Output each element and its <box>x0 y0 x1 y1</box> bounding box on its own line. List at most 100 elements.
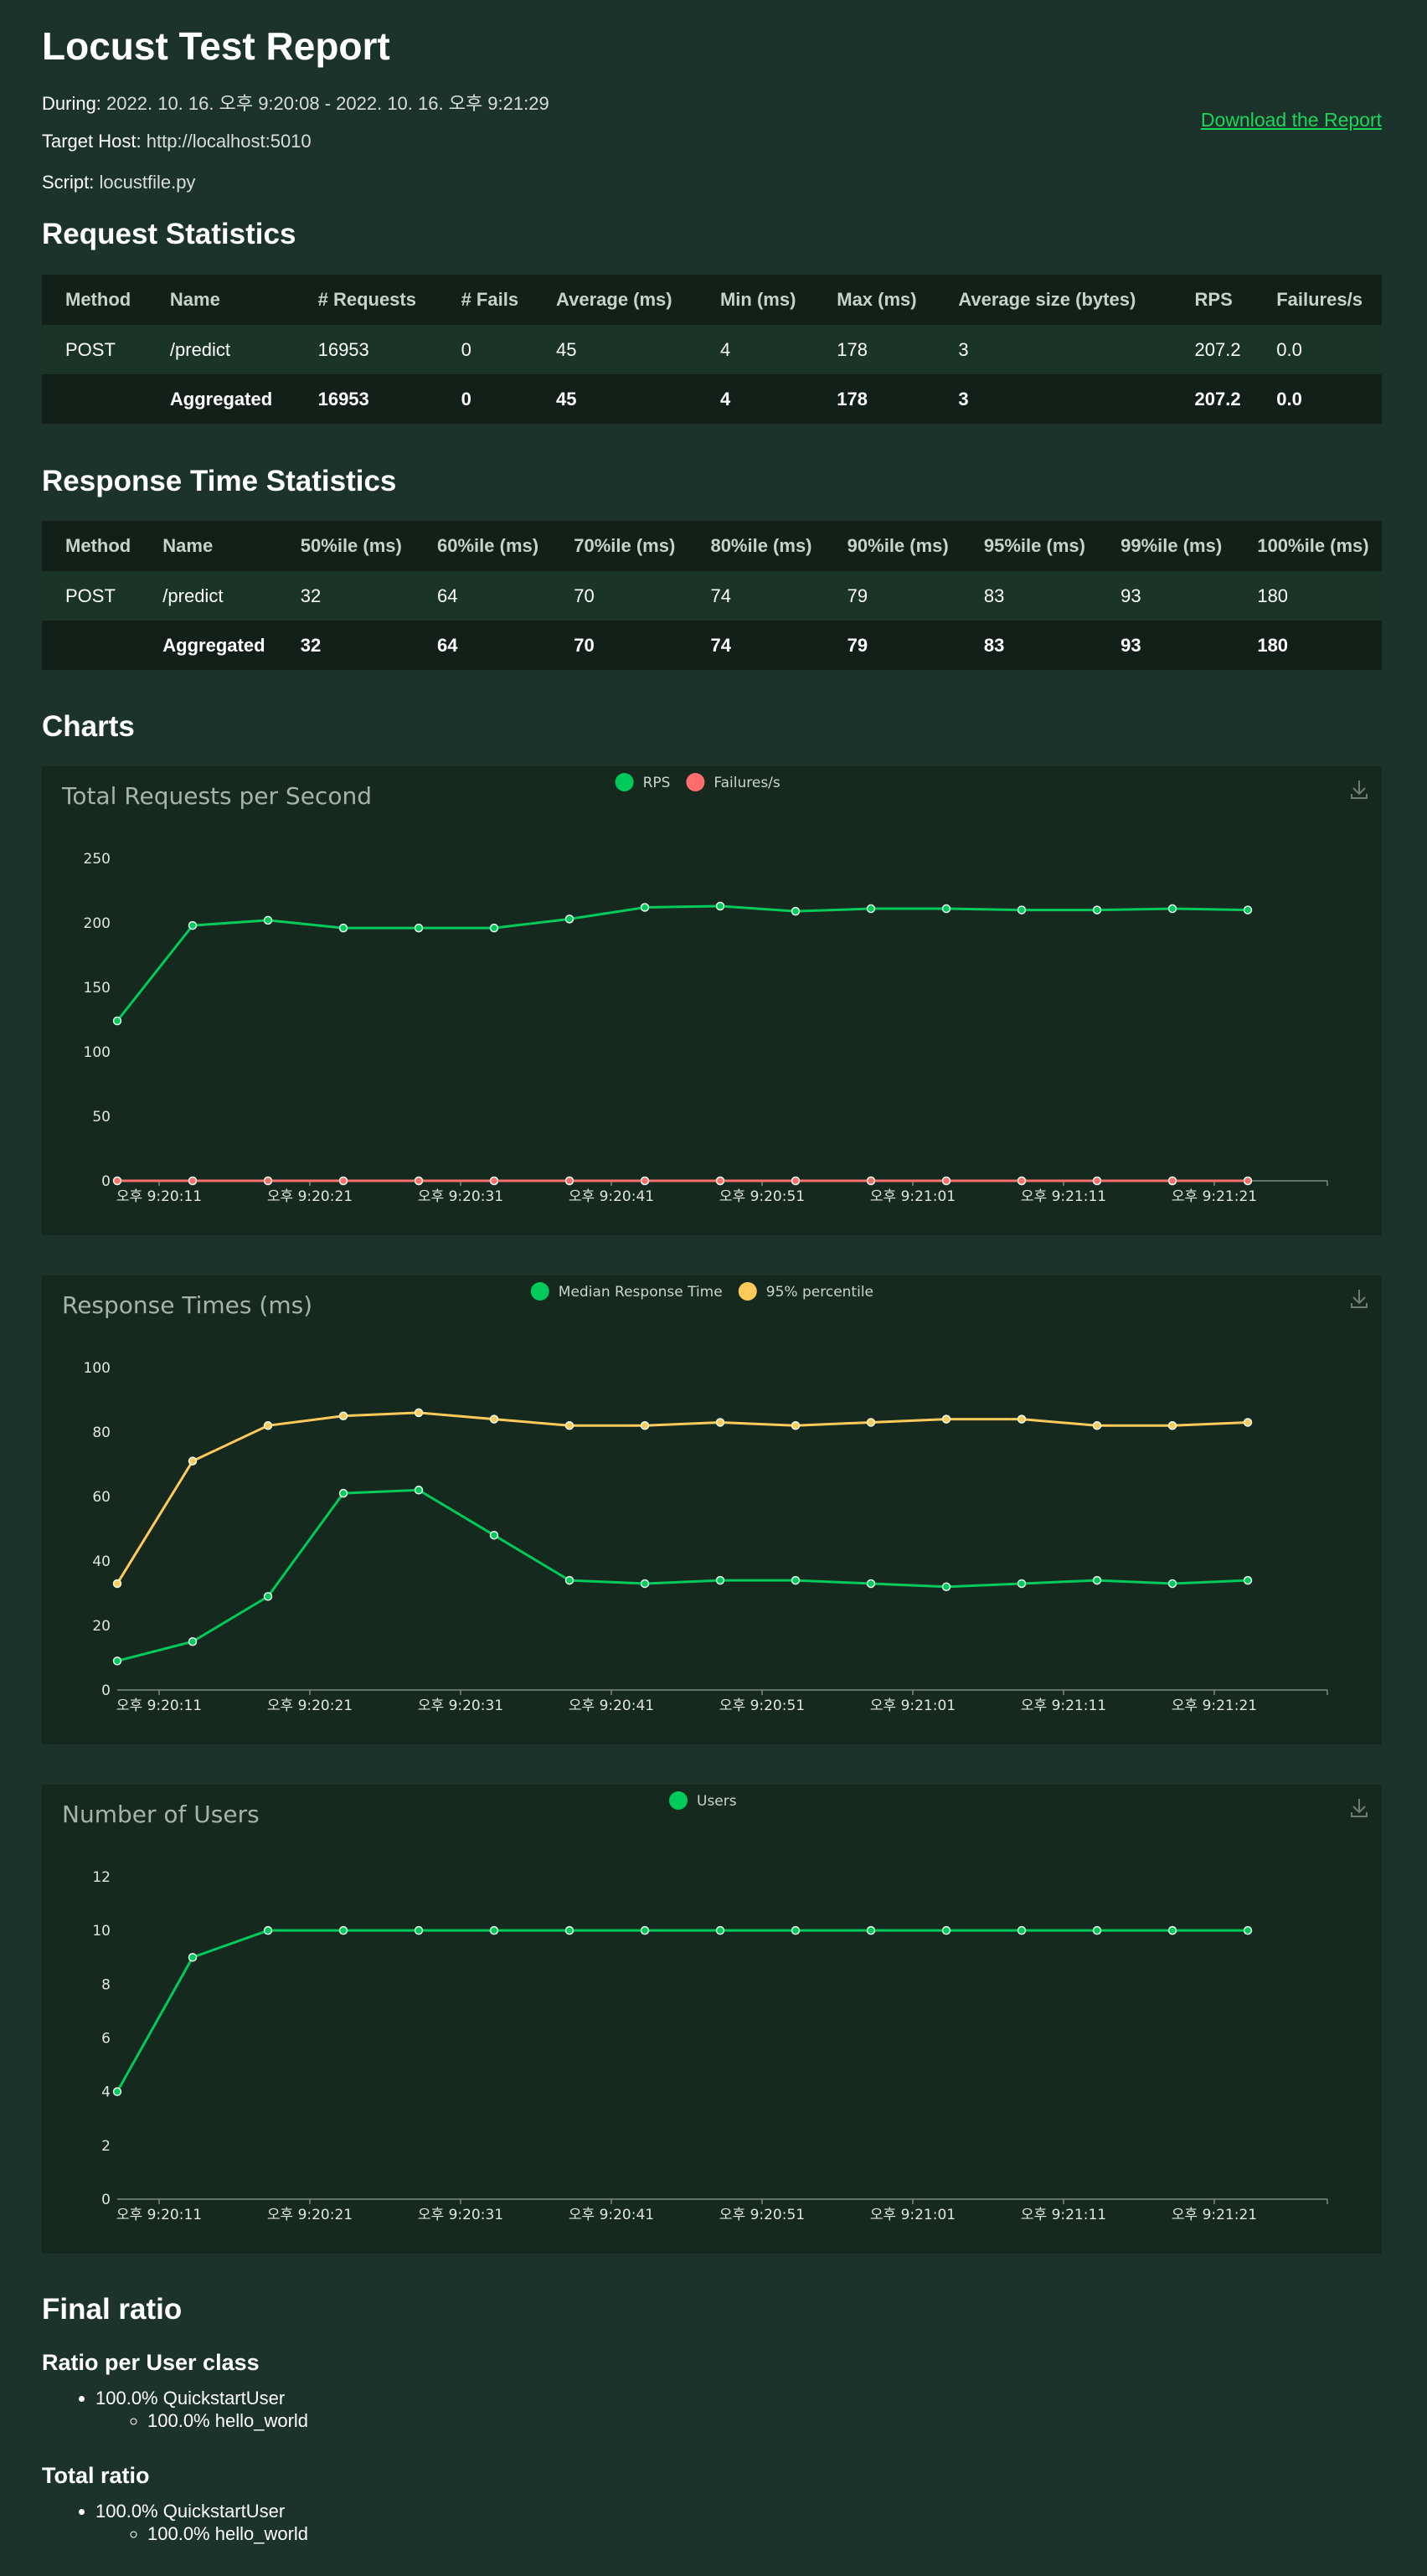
y-tick-label: 250 <box>84 851 111 868</box>
data-point <box>564 1925 574 1935</box>
x-tick-label: 오후 9:21:11 <box>1021 1188 1106 1205</box>
data-point <box>1243 1418 1253 1427</box>
y-tick-label: 10 <box>92 1923 111 1940</box>
data-point <box>338 923 348 933</box>
total-ratio-heading: Total ratio <box>42 2463 150 2488</box>
final-ratio-heading: Final ratio <box>42 2293 183 2326</box>
column-header: # Fails <box>437 275 533 325</box>
ratio-per-user-class-heading: Ratio per User class <box>42 2350 260 2375</box>
chart-title: Number of Users <box>62 1801 260 1828</box>
data-point <box>188 1176 198 1186</box>
table-cell: Aggregated <box>139 621 277 670</box>
table-cell: POST <box>42 325 147 374</box>
legend-marker <box>615 773 634 791</box>
table-cell: 32 <box>276 621 415 670</box>
column-header: 90%ile (ms) <box>823 521 961 571</box>
data-point <box>263 1176 273 1186</box>
table-cell: 79 <box>823 621 961 670</box>
table-cell: 207.2 <box>1171 325 1254 374</box>
data-point <box>263 1925 273 1935</box>
legend-marker <box>530 1282 549 1301</box>
task-ratio: 100.0% hello_world <box>147 2410 309 2431</box>
x-tick-label: 오후 9:21:11 <box>1021 1698 1106 1714</box>
column-header: 60%ile (ms) <box>414 521 551 571</box>
data-point <box>263 915 273 925</box>
column-header: 95%ile (ms) <box>960 521 1098 571</box>
data-point <box>414 1486 424 1495</box>
legend-marker <box>738 1282 757 1301</box>
list-item: 100.0% hello_world <box>147 2409 308 2432</box>
aggregated-row: Aggregated 16953 0 45 4 178 3 207.2 0.0 <box>42 374 1382 424</box>
table-cell: 93 <box>1097 571 1234 621</box>
x-tick-label: 오후 9:21:21 <box>1172 1698 1257 1714</box>
table-cell: 178 <box>813 374 935 424</box>
user-class-ratio: 100.0% QuickstartUser <box>95 2388 286 2409</box>
table-cell: 70 <box>550 621 688 670</box>
column-header: Method <box>42 521 140 571</box>
x-tick-label: 오후 9:20:21 <box>267 1188 353 1205</box>
column-header: Average (ms) <box>533 275 697 325</box>
data-point <box>640 1925 650 1935</box>
y-tick-label: 8 <box>101 1976 111 1993</box>
series-line <box>116 904 1249 1022</box>
table-cell: 4 <box>696 374 814 424</box>
table-cell: 79 <box>823 571 961 621</box>
data-point <box>188 1456 198 1466</box>
legend-label: Users <box>697 1793 737 1810</box>
total-ratio-list: 100.0% QuickstartUser 100.0% hello_world <box>42 2500 308 2545</box>
table-header-row: Method Name # Requests # Fails Average (… <box>42 275 1382 325</box>
during-value: 2022. 10. 16. 오후 9:20:08 - 2022. 10. 16.… <box>106 93 549 114</box>
x-tick-label: 오후 9:21:01 <box>870 1698 956 1714</box>
x-tick-label: 오후 9:20:31 <box>418 1698 503 1714</box>
data-point <box>866 1579 876 1589</box>
data-point <box>791 1925 801 1935</box>
chart-title: Response Times (ms) <box>62 1291 312 1319</box>
data-point <box>1092 1925 1102 1935</box>
data-point <box>791 1575 801 1585</box>
data-point <box>263 1592 273 1601</box>
data-point <box>338 1488 348 1498</box>
during-label: During: <box>42 93 101 114</box>
users-chart-svg: Number of Users Users 0 2 4 6 8 10 12 오후 9:20:11 오… <box>62 1791 1368 2223</box>
column-header: Name <box>139 521 277 571</box>
column-header: # Requests <box>294 275 438 325</box>
table-cell: 64 <box>414 621 551 670</box>
list-item: 100.0% QuickstartUser 100.0% hello_world <box>95 2387 308 2432</box>
data-point <box>489 923 499 933</box>
x-tick-label: 오후 9:21:11 <box>1021 2207 1106 2223</box>
data-point <box>1092 1575 1102 1585</box>
y-tick-label: 0 <box>101 1173 111 1190</box>
table-cell: 178 <box>813 325 935 374</box>
data-point <box>1243 1575 1253 1585</box>
x-tick-label: 오후 9:20:11 <box>116 1698 202 1714</box>
data-point <box>1017 1414 1027 1424</box>
data-point <box>1243 1925 1253 1935</box>
table-cell: 45 <box>533 374 697 424</box>
script-info: Script: locustfile.py <box>42 172 195 193</box>
y-tick-label: 0 <box>101 2192 111 2208</box>
x-tick-label: 오후 9:20:11 <box>116 2207 202 2223</box>
data-point <box>715 1925 725 1935</box>
data-point <box>640 1176 650 1186</box>
charts-heading: Charts <box>42 710 135 743</box>
response-times-chart-svg: Response Times (ms) Median Response Time 9… <box>62 1282 1368 1714</box>
table-cell: 16953 <box>294 325 438 374</box>
table-cell <box>42 621 140 670</box>
table-cell: 45 <box>533 325 697 374</box>
x-tick-label: 오후 9:21:21 <box>1172 1188 1257 1205</box>
column-header: 80%ile (ms) <box>687 521 824 571</box>
x-tick-label: 오후 9:20:31 <box>418 1188 503 1205</box>
column-header: Name <box>146 275 295 325</box>
data-point <box>640 903 650 912</box>
table-cell: 32 <box>276 571 415 621</box>
download-report-link[interactable]: Download the Report <box>1200 109 1382 131</box>
x-tick-label: 오후 9:21:21 <box>1172 2207 1257 2223</box>
table-cell: 0.0 <box>1253 374 1382 424</box>
data-point <box>791 906 801 916</box>
download-icon <box>1351 1799 1368 1817</box>
table-cell: POST <box>42 571 140 621</box>
table-cell: 83 <box>960 621 1098 670</box>
table-cell: /predict <box>146 325 295 374</box>
data-point <box>112 1656 122 1666</box>
page-title: Locust Test Report <box>42 24 390 68</box>
